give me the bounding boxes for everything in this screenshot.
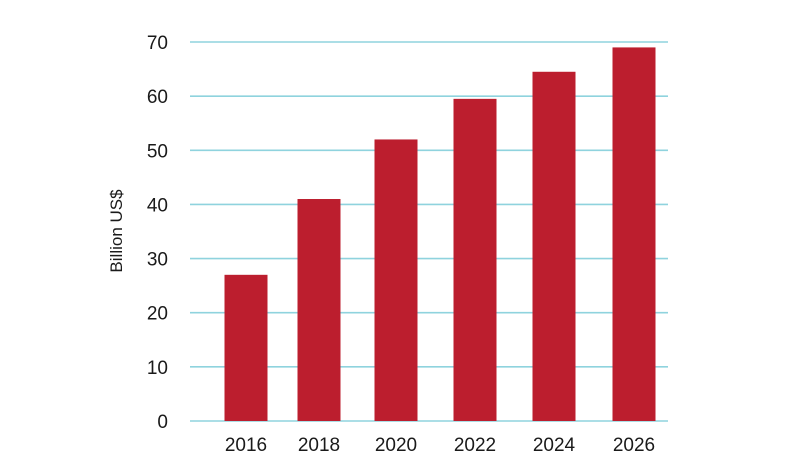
gridlines xyxy=(190,41,668,422)
bar-2022 xyxy=(453,98,497,421)
bar-2024 xyxy=(532,71,576,422)
y-tick-label: 60 xyxy=(147,87,168,108)
x-tick-label: 2018 xyxy=(298,435,340,456)
y-tick-label: 10 xyxy=(147,358,168,379)
y-tick-label: 30 xyxy=(147,250,168,271)
bar-2018 xyxy=(297,199,341,421)
y-tick-label: 70 xyxy=(147,33,168,54)
x-tick-label: 2016 xyxy=(225,435,267,456)
y-tick-label: 40 xyxy=(147,195,168,216)
y-axis-title: Billion US$ xyxy=(107,189,126,273)
bars xyxy=(224,47,656,422)
y-tick-label: 20 xyxy=(147,304,168,325)
x-tick-label: 2024 xyxy=(533,435,576,456)
x-tick-label: 2026 xyxy=(613,435,655,456)
bar-2016 xyxy=(224,274,268,421)
bar-2020 xyxy=(374,139,418,421)
x-tick-label: 2022 xyxy=(454,435,496,456)
y-tick-label: 50 xyxy=(147,141,168,162)
x-tick-label: 2020 xyxy=(375,435,417,456)
x-tick-labels: 2016 2018 2020 2022 2024 2026 xyxy=(225,435,655,456)
y-tick-label: 0 xyxy=(157,412,168,433)
y-tick-labels: 0 10 20 30 40 50 60 70 xyxy=(147,33,168,433)
bar-2026 xyxy=(612,47,656,422)
